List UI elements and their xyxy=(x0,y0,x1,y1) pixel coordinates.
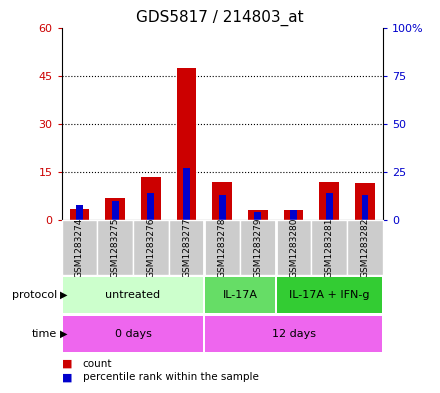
Bar xyxy=(70,209,89,220)
Text: untreated: untreated xyxy=(106,290,161,300)
Text: GSM1283278: GSM1283278 xyxy=(218,217,227,278)
Bar xyxy=(62,220,97,275)
Bar xyxy=(141,177,161,220)
Text: GSM1283279: GSM1283279 xyxy=(253,217,262,278)
Text: 0 days: 0 days xyxy=(114,329,151,339)
Bar xyxy=(284,211,304,220)
Text: IL-17A: IL-17A xyxy=(223,290,257,300)
Text: 12 days: 12 days xyxy=(271,329,315,339)
Text: IL-17A + IFN-g: IL-17A + IFN-g xyxy=(289,290,370,300)
Text: time: time xyxy=(32,329,57,339)
Bar xyxy=(347,220,383,275)
Text: ■: ■ xyxy=(62,358,72,369)
Bar xyxy=(97,220,133,275)
Text: ▶: ▶ xyxy=(60,290,67,300)
Text: percentile rank within the sample: percentile rank within the sample xyxy=(83,372,259,382)
Bar xyxy=(62,316,203,352)
Text: ▶: ▶ xyxy=(60,329,67,339)
Bar xyxy=(240,220,276,275)
Bar xyxy=(326,193,333,220)
Text: protocol: protocol xyxy=(12,290,57,300)
Bar xyxy=(147,193,154,220)
Bar xyxy=(312,220,347,275)
Bar xyxy=(205,316,382,352)
Bar xyxy=(248,211,268,220)
Bar xyxy=(112,201,118,220)
Bar xyxy=(62,277,203,313)
Bar xyxy=(290,211,297,220)
Bar xyxy=(183,168,190,220)
Bar xyxy=(177,68,196,220)
Bar xyxy=(204,220,240,275)
Text: GDS5817 / 214803_at: GDS5817 / 214803_at xyxy=(136,10,304,26)
Bar xyxy=(76,205,83,220)
Text: GSM1283277: GSM1283277 xyxy=(182,217,191,278)
Text: GSM1283274: GSM1283274 xyxy=(75,217,84,278)
Bar xyxy=(319,182,339,220)
Bar xyxy=(213,182,232,220)
Text: ■: ■ xyxy=(62,372,72,382)
Bar xyxy=(205,277,275,313)
Bar xyxy=(362,195,368,220)
Text: GSM1283281: GSM1283281 xyxy=(325,217,334,278)
Bar xyxy=(355,183,375,220)
Text: GSM1283280: GSM1283280 xyxy=(289,217,298,278)
Bar xyxy=(169,220,204,275)
Text: GSM1283275: GSM1283275 xyxy=(110,217,120,278)
Bar xyxy=(219,195,226,220)
Bar xyxy=(277,277,382,313)
Text: GSM1283282: GSM1283282 xyxy=(360,217,370,278)
Bar xyxy=(105,198,125,220)
Bar xyxy=(133,220,169,275)
Bar xyxy=(276,220,312,275)
Text: GSM1283276: GSM1283276 xyxy=(147,217,155,278)
Text: count: count xyxy=(83,358,112,369)
Bar xyxy=(254,212,261,220)
